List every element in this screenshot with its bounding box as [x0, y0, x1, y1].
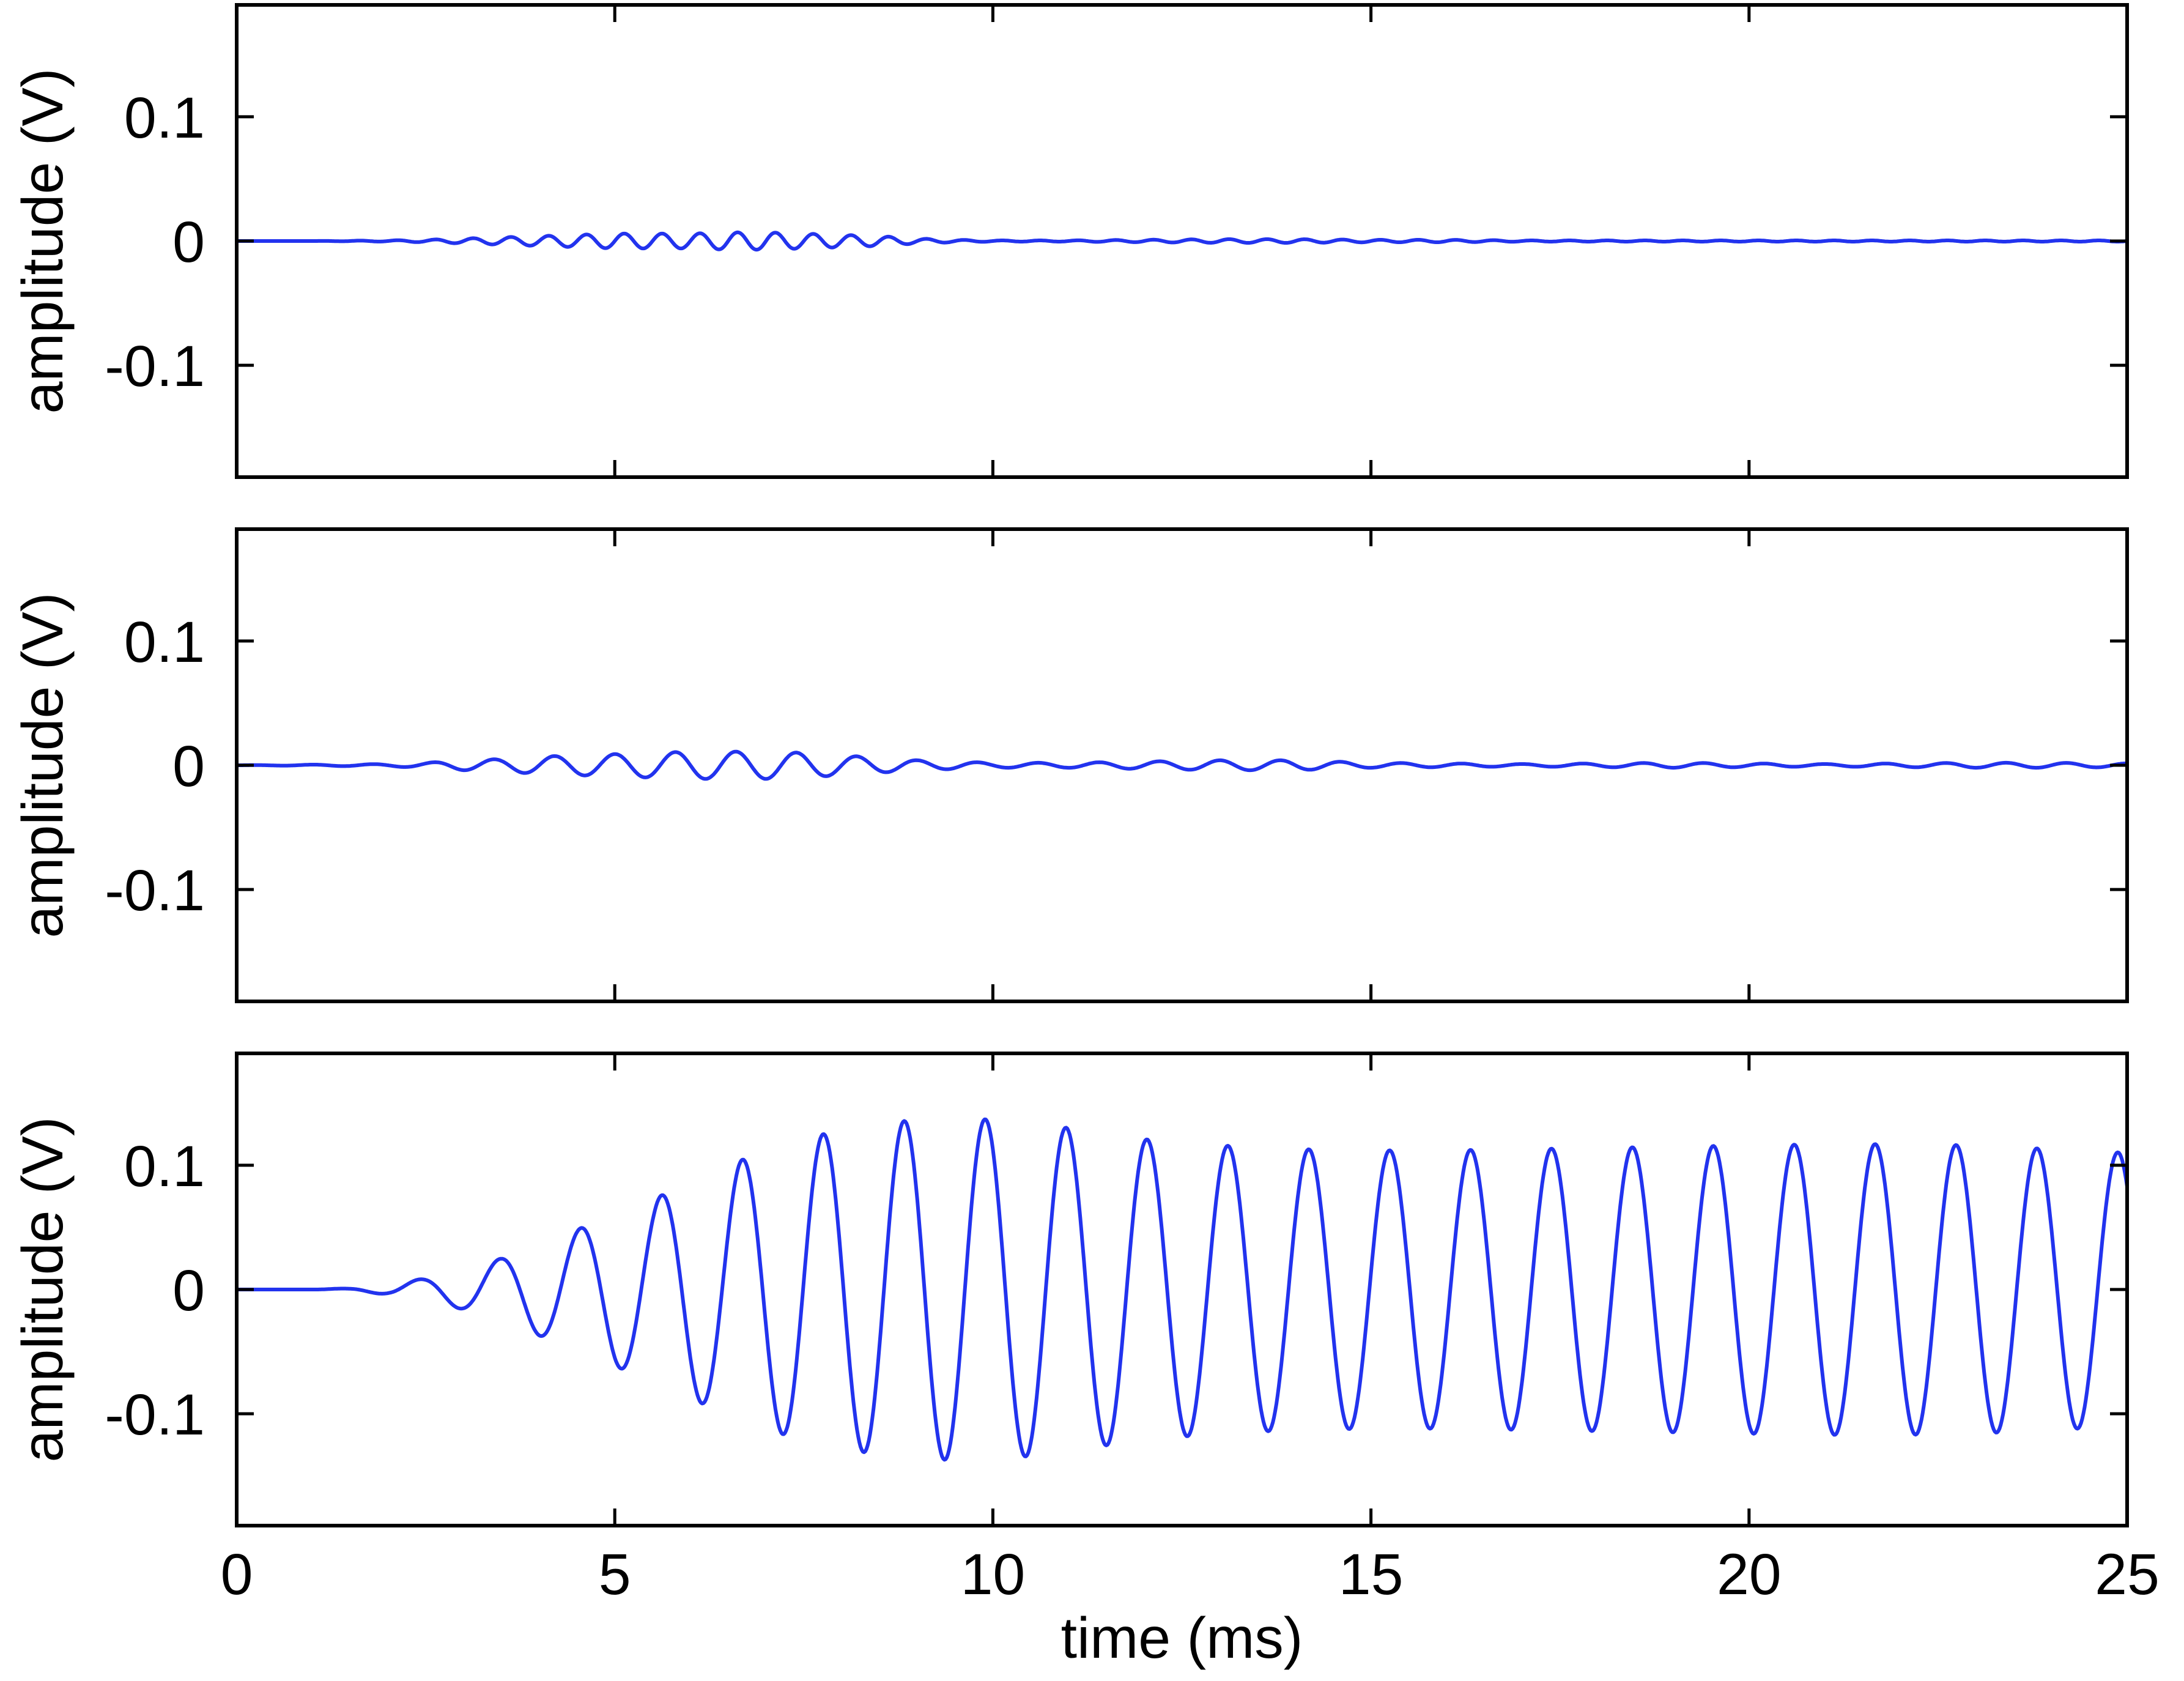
- y-axis-label: amplitude (V): [10, 593, 75, 938]
- y-tick-label: 0: [172, 734, 205, 799]
- x-tick-label: 5: [599, 1542, 631, 1607]
- x-tick-label: 0: [221, 1542, 253, 1607]
- y-tick-label: -0.1: [105, 858, 205, 923]
- panels: 0.1 0 -0.1 amplitude (V) 0.1 0 -0.1 amplitude (…: [10, 3, 2160, 1671]
- x-axis-label: time (ms): [1061, 1606, 1303, 1671]
- y-axis-label: amplitude (V): [10, 69, 75, 414]
- series-line: [235, 230, 2129, 252]
- y-tick-label: -0.1: [105, 1382, 205, 1447]
- y-tick-label: 0.1: [124, 1134, 205, 1199]
- y-tick-label: 0.1: [124, 86, 205, 150]
- x-tick-label: 10: [961, 1542, 1026, 1607]
- series-line: [235, 1117, 2129, 1462]
- panel-3: 0 5 10 15 20 25 0.1 0 -0.1 amplitude (V) time (ms): [10, 1052, 2160, 1671]
- panel-1: 0.1 0 -0.1 amplitude (V): [10, 3, 2129, 479]
- x-tick-label: 20: [1717, 1542, 1782, 1607]
- panel-2: 0.1 0 -0.1 amplitude (V): [10, 527, 2129, 1003]
- y-tick-label: -0.1: [105, 334, 205, 399]
- series-line: [235, 749, 2129, 781]
- y-tick-label: 0: [172, 1258, 205, 1323]
- x-tick-label: 25: [2095, 1542, 2160, 1607]
- y-tick-label: 0: [172, 210, 205, 275]
- x-tick-label: 15: [1339, 1542, 1404, 1607]
- y-tick-label: 0.1: [124, 610, 205, 675]
- y-axis-label: amplitude (V): [10, 1117, 75, 1463]
